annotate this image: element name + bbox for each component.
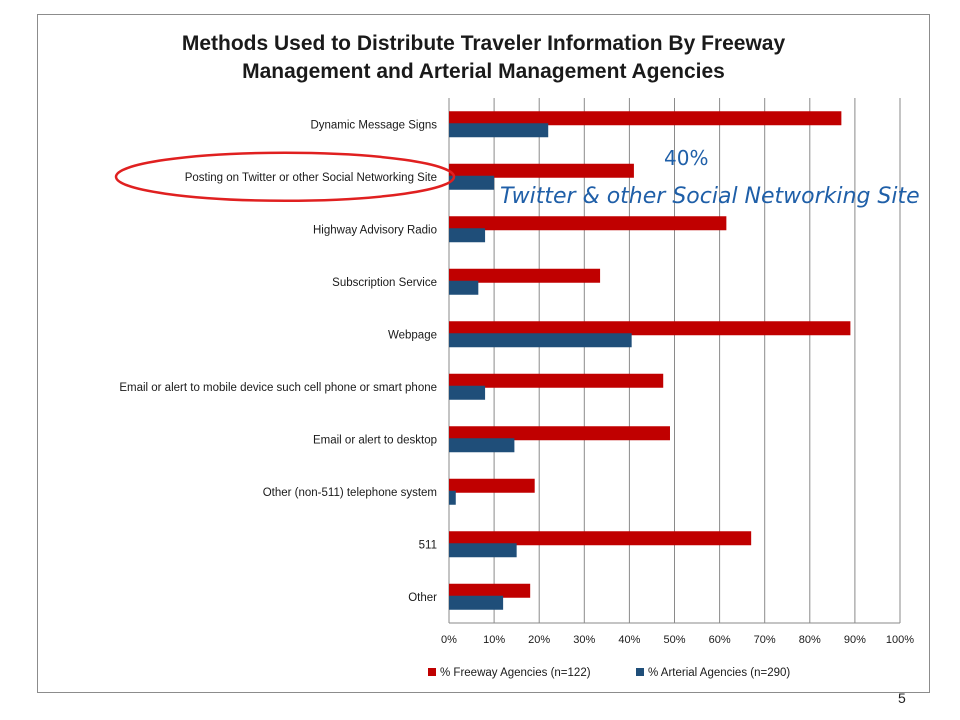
x-tick-label: 20%: [528, 634, 550, 646]
category-label: Subscription Service: [332, 277, 437, 289]
category-label: Webpage: [388, 329, 437, 341]
category-label: Other (non-511) telephone system: [263, 487, 437, 499]
x-tick-label: 30%: [573, 634, 595, 646]
bar: [449, 175, 495, 190]
page-number: 5: [898, 690, 906, 706]
x-tick-label: 70%: [754, 634, 776, 646]
category-label: Dynamic Message Signs: [310, 119, 437, 131]
bar: [449, 123, 549, 138]
highlight-ellipse: [114, 151, 456, 202]
category-label: 511: [419, 539, 437, 551]
bar: [449, 373, 664, 388]
bar: [449, 385, 486, 400]
category-label: Email or alert to desktop: [313, 434, 437, 446]
x-tick-label: 100%: [886, 634, 914, 646]
legend-swatch: [636, 668, 644, 676]
x-tick-label: 10%: [483, 634, 505, 646]
legend-label: % Freeway Agencies (n=122): [440, 667, 591, 679]
category-label: Highway Advisory Radio: [313, 224, 437, 236]
bar: [449, 111, 842, 126]
bar: [449, 216, 727, 231]
annotation-text: Twitter & other Social Networking Site: [500, 184, 920, 209]
category-label: Posting on Twitter or other Social Netwo…: [185, 172, 437, 184]
x-tick-label: 50%: [663, 634, 685, 646]
chart-title-line2: Management and Arterial Management Agenc…: [242, 60, 725, 83]
bar: [449, 268, 601, 283]
bar: [449, 583, 531, 598]
legend-label: % Arterial Agencies (n=290): [648, 667, 790, 679]
bar: [449, 438, 515, 453]
x-tick-label: 60%: [709, 634, 731, 646]
bar: [449, 228, 486, 243]
bar: [449, 280, 479, 295]
chart-title-line1: Methods Used to Distribute Traveler Info…: [181, 32, 786, 55]
bar: [449, 426, 670, 441]
bar: [449, 543, 517, 558]
legend-swatch: [428, 668, 436, 676]
bar: [449, 163, 634, 178]
bar: [449, 333, 632, 348]
bar: [449, 595, 504, 610]
bar: [449, 531, 752, 546]
x-tick-label: 40%: [618, 634, 640, 646]
bar: [449, 478, 535, 493]
bar: [449, 321, 851, 336]
bar: [449, 490, 456, 505]
x-tick-label: 80%: [799, 634, 821, 646]
x-tick-label: 90%: [844, 634, 866, 646]
category-label: Other: [408, 592, 437, 604]
x-tick-label: 0%: [441, 634, 457, 646]
annotation-value: 40%: [664, 146, 709, 170]
category-label: Email or alert to mobile device such cel…: [119, 382, 437, 394]
